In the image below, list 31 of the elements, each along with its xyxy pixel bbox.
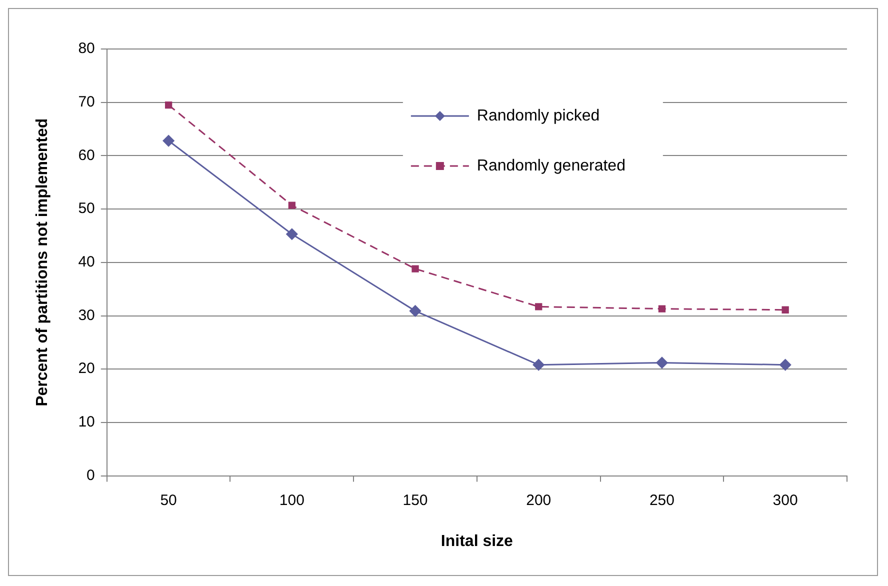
y-tick-label: 10 [78, 414, 95, 431]
y-tick-label: 80 [78, 40, 95, 58]
point [164, 101, 172, 109]
x-tick-label: 50 [160, 492, 177, 509]
point [782, 306, 789, 314]
point [780, 359, 792, 371]
y-tick-label: 20 [78, 360, 95, 378]
legend-label: Randomly picked [476, 107, 600, 124]
y-tick-label: 70 [78, 93, 95, 110]
point [410, 305, 422, 317]
x-axis-title: Inital size [440, 532, 514, 550]
x-tick-label: 300 [772, 492, 798, 509]
point [412, 265, 419, 272]
y-tick-label: 30 [78, 306, 95, 324]
point [532, 359, 544, 371]
x-tick-label: 250 [649, 492, 674, 509]
point [162, 135, 174, 147]
point [656, 356, 668, 368]
x-tick-label: 150 [402, 492, 428, 509]
y-axis-title: Percent of partitions not implemented [34, 118, 52, 406]
x-tick-label: 200 [526, 492, 552, 509]
y-tick-label: 40 [78, 254, 95, 271]
x-tick-label: 100 [279, 492, 304, 509]
point [658, 305, 666, 312]
y-tick-label: 60 [78, 146, 95, 164]
y-tick-label: 0 [86, 466, 95, 484]
point [535, 303, 542, 310]
point [286, 228, 298, 240]
y-tick-label: 50 [78, 200, 95, 218]
point [288, 202, 296, 209]
legend-label: Randomly generated [476, 157, 626, 174]
